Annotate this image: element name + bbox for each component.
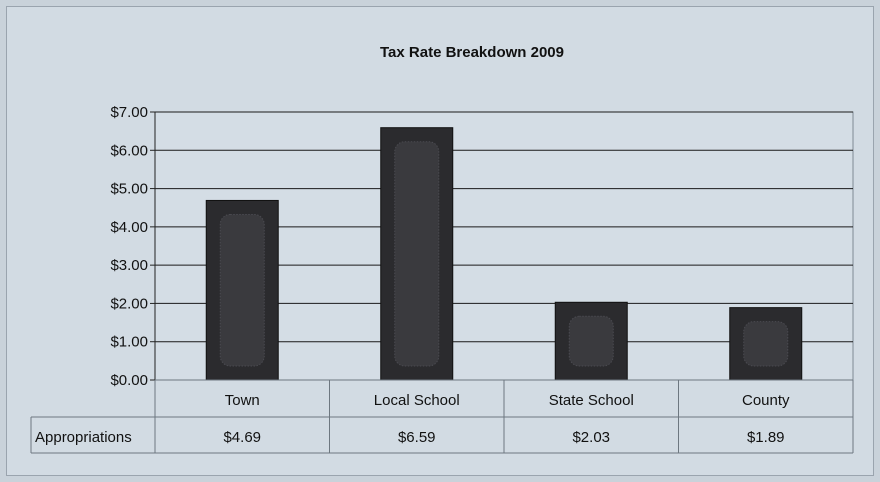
bar-1 bbox=[380, 127, 454, 381]
y-tick-label: $0.00 bbox=[110, 372, 148, 389]
x-category-label: State School bbox=[549, 392, 634, 409]
data-table-value: $6.59 bbox=[398, 429, 436, 446]
chart-title: Tax Rate Breakdown 2009 bbox=[380, 44, 564, 61]
y-axis: $0.00 $1.00 $2.00 $3.00 $4.00 $5.00 $6.00 $7.00 bbox=[110, 104, 156, 389]
data-table-value: $1.89 bbox=[747, 429, 785, 446]
bar-inner-shade bbox=[219, 213, 265, 367]
bar-0 bbox=[205, 199, 279, 381]
data-table: Town Local School State School County Approp… bbox=[30, 379, 854, 454]
chart-frame: Tax Rate Breakdown 2009 $0.00 $1.00 $2.00 $… bbox=[6, 6, 874, 476]
bar bbox=[729, 307, 803, 381]
bar-chart: Tax Rate Breakdown 2009 $0.00$1.00$2.00$… bbox=[30, 44, 854, 454]
bar-inner-shade bbox=[568, 315, 614, 367]
series-label: Appropriations bbox=[35, 429, 132, 446]
y-tick-label: $3.00 bbox=[110, 257, 148, 274]
x-category-label: Town bbox=[225, 392, 260, 409]
y-tick-label: $2.00 bbox=[110, 295, 148, 312]
bar-3 bbox=[729, 307, 803, 381]
data-table-value: $2.03 bbox=[572, 429, 610, 446]
y-tick-label: $1.00 bbox=[110, 334, 148, 351]
y-tick-label: $4.00 bbox=[110, 219, 148, 236]
bar-inner-shade bbox=[743, 321, 789, 367]
bar-2 bbox=[554, 301, 628, 381]
y-tick-label: $5.00 bbox=[110, 181, 148, 198]
data-table-value: $4.69 bbox=[223, 429, 261, 446]
x-category-label: County bbox=[742, 392, 790, 409]
bar-inner-shade bbox=[394, 141, 440, 367]
y-tick-label: $7.00 bbox=[110, 104, 148, 121]
y-tick-label: $6.00 bbox=[110, 142, 148, 159]
x-category-label: Local School bbox=[374, 392, 460, 409]
